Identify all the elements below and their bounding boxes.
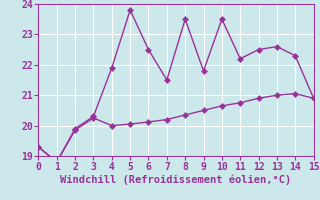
X-axis label: Windchill (Refroidissement éolien,°C): Windchill (Refroidissement éolien,°C) <box>60 174 292 185</box>
